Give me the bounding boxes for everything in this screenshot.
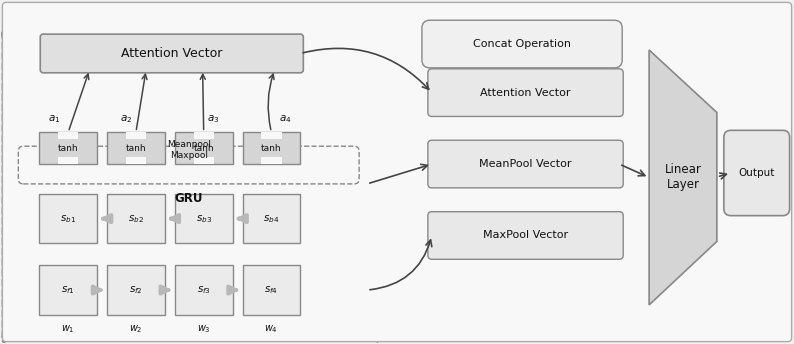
FancyBboxPatch shape bbox=[107, 194, 165, 244]
Text: $a_3$: $a_3$ bbox=[207, 114, 220, 125]
FancyBboxPatch shape bbox=[261, 157, 282, 164]
Text: tanh: tanh bbox=[125, 144, 146, 153]
FancyBboxPatch shape bbox=[422, 20, 622, 68]
FancyBboxPatch shape bbox=[242, 194, 300, 244]
FancyBboxPatch shape bbox=[428, 140, 623, 188]
FancyBboxPatch shape bbox=[107, 132, 165, 164]
Text: GRU: GRU bbox=[175, 192, 203, 205]
Text: $w_2$: $w_2$ bbox=[129, 323, 143, 335]
FancyBboxPatch shape bbox=[175, 265, 233, 315]
Text: $a_2$: $a_2$ bbox=[120, 114, 132, 125]
Text: $a_1$: $a_1$ bbox=[48, 114, 60, 125]
Text: Attention Vector: Attention Vector bbox=[480, 88, 571, 98]
Text: $s_{f3}$: $s_{f3}$ bbox=[197, 284, 210, 296]
Text: tanh: tanh bbox=[261, 144, 282, 153]
FancyBboxPatch shape bbox=[39, 194, 97, 244]
Text: MeanPool Vector: MeanPool Vector bbox=[480, 159, 572, 169]
FancyBboxPatch shape bbox=[40, 34, 303, 73]
FancyBboxPatch shape bbox=[58, 157, 79, 164]
Text: Maxpool: Maxpool bbox=[170, 151, 208, 160]
Text: Output: Output bbox=[738, 168, 775, 178]
FancyBboxPatch shape bbox=[428, 212, 623, 259]
FancyBboxPatch shape bbox=[39, 132, 97, 164]
FancyBboxPatch shape bbox=[107, 265, 165, 315]
Text: Attention Vector: Attention Vector bbox=[121, 47, 222, 60]
Text: tanh: tanh bbox=[194, 144, 214, 153]
FancyBboxPatch shape bbox=[428, 69, 623, 117]
FancyBboxPatch shape bbox=[261, 132, 282, 139]
FancyBboxPatch shape bbox=[39, 265, 97, 315]
FancyBboxPatch shape bbox=[242, 265, 300, 315]
Text: $s_{b2}$: $s_{b2}$ bbox=[128, 213, 144, 225]
Text: $w_4$: $w_4$ bbox=[264, 323, 279, 335]
Text: tanh: tanh bbox=[58, 144, 79, 153]
FancyBboxPatch shape bbox=[724, 130, 789, 216]
Text: $s_{f4}$: $s_{f4}$ bbox=[264, 284, 279, 296]
Text: $s_{b1}$: $s_{b1}$ bbox=[60, 213, 76, 225]
FancyBboxPatch shape bbox=[194, 157, 214, 164]
FancyBboxPatch shape bbox=[58, 132, 79, 139]
Text: $w_3$: $w_3$ bbox=[197, 323, 210, 335]
FancyBboxPatch shape bbox=[175, 132, 233, 164]
Text: $a_4$: $a_4$ bbox=[279, 114, 291, 125]
FancyBboxPatch shape bbox=[125, 157, 146, 164]
Text: $s_{b3}$: $s_{b3}$ bbox=[195, 213, 212, 225]
Text: $s_{f1}$: $s_{f1}$ bbox=[61, 284, 75, 296]
Text: $s_{f2}$: $s_{f2}$ bbox=[129, 284, 143, 296]
Text: MaxPool Vector: MaxPool Vector bbox=[483, 230, 569, 240]
Text: $w_1$: $w_1$ bbox=[61, 323, 75, 335]
Polygon shape bbox=[649, 50, 717, 305]
Text: Meanpool: Meanpool bbox=[167, 140, 210, 149]
FancyBboxPatch shape bbox=[194, 132, 214, 139]
Text: $s_{b4}$: $s_{b4}$ bbox=[264, 213, 279, 225]
FancyBboxPatch shape bbox=[175, 194, 233, 244]
FancyBboxPatch shape bbox=[125, 132, 146, 139]
FancyBboxPatch shape bbox=[242, 132, 300, 164]
Text: Concat Operation: Concat Operation bbox=[473, 39, 571, 49]
Text: Linear
Layer: Linear Layer bbox=[665, 163, 701, 192]
